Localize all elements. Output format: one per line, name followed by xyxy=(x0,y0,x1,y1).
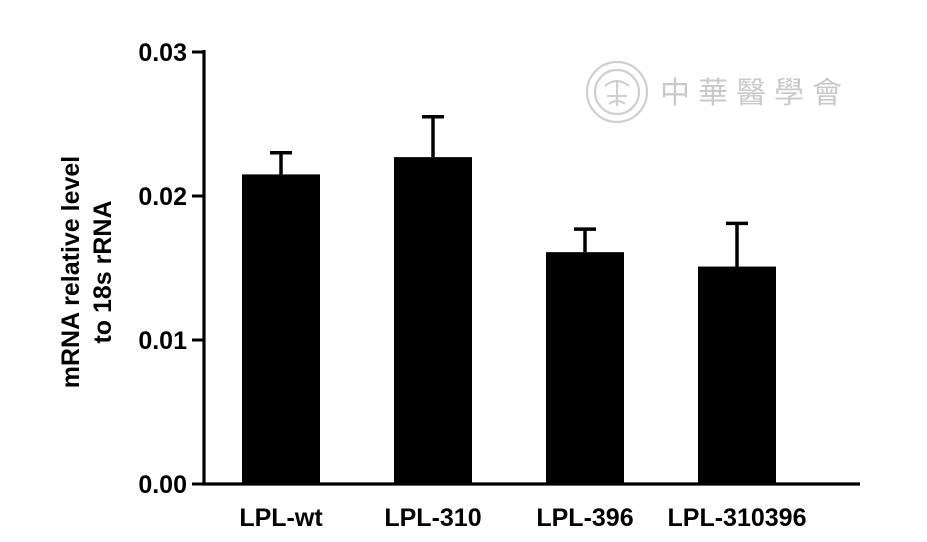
bar-lpl-310 xyxy=(394,157,472,484)
seal-icon xyxy=(585,60,649,124)
y-tick-label: 0.00 xyxy=(138,471,187,499)
y-axis-label-line2: to 18s rRNA xyxy=(89,200,117,343)
y-tick-label: 0.03 xyxy=(138,39,187,67)
watermark: 中華醫學會 xyxy=(585,60,850,124)
y-axis-ticks: 0.00 0.01 0.02 0.03 xyxy=(138,39,204,499)
x-category-label: LPL-310 xyxy=(384,504,481,532)
bars xyxy=(242,157,776,484)
x-axis-categories: LPL-wt LPL-310 LPL-396 LPL-310396 xyxy=(239,504,806,532)
x-category-label: LPL-310396 xyxy=(668,504,807,532)
bar-lpl-310396 xyxy=(698,266,776,484)
x-category-label: LPL-wt xyxy=(239,504,323,532)
error-bars xyxy=(270,115,748,267)
y-axis-label-line1: mRNA relative level xyxy=(57,156,85,389)
bar-lpl-wt xyxy=(242,174,320,484)
x-category-label: LPL-396 xyxy=(536,504,633,532)
y-tick-label: 0.01 xyxy=(138,327,187,355)
bar-lpl-396 xyxy=(546,252,624,484)
watermark-text: 中華醫學會 xyxy=(660,76,850,111)
y-tick-label: 0.02 xyxy=(138,183,187,211)
y-axis-label: mRNA relative level to 18s rRNA xyxy=(57,156,117,389)
